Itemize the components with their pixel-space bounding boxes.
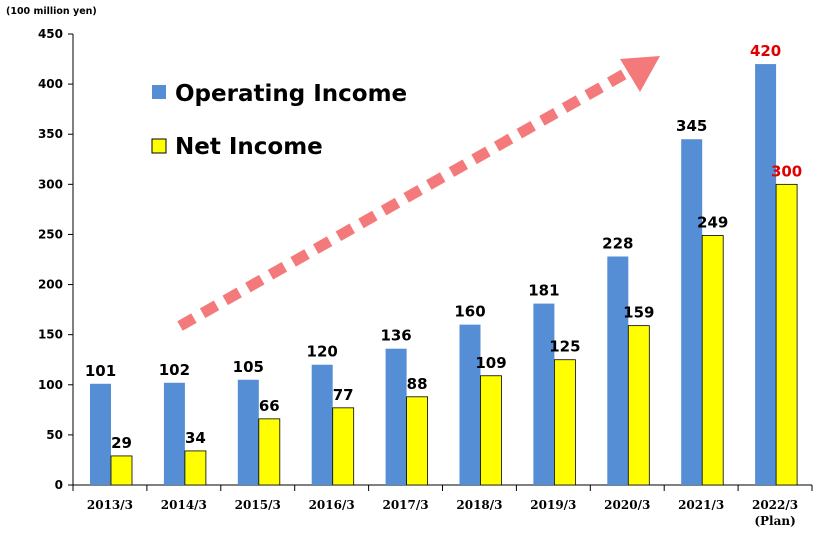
y-tick-label: 250 [38,227,63,241]
bar-operating-income [533,303,555,485]
trend-arrow [177,56,660,331]
legend-label-net-income: Net Income [175,134,323,160]
trend-arrow-head [620,56,660,92]
x-tick-label: 2016/3 [309,498,355,512]
data-label-operating-income: 102 [159,361,190,379]
legend-label-operating-income: Operating Income [175,81,407,107]
bar-net-income [554,359,576,486]
bar-operating-income [385,348,407,485]
data-label-net-income: 249 [697,213,728,231]
bar-net-income [258,418,281,486]
x-tick-label: 2020/3 [604,498,650,512]
bar-operating-income [163,382,185,485]
y-tick-label: 350 [38,127,63,141]
legend-swatch-net-income [151,138,167,154]
bar-net-income [184,450,207,486]
bar-net-income [701,235,724,486]
data-label-operating-income: 105 [233,358,264,376]
x-tick-label: 2014/3 [161,498,207,512]
y-tick-label: 400 [38,77,63,91]
data-label-operating-income: 160 [454,303,485,321]
data-labels: 101 102 105 120 136 160 181 228 345 420 29 34 66 77 88… [85,42,802,452]
y-axis-unit-label: (100 million yen) [6,6,97,17]
bar-net-income [110,455,133,486]
bar-net-income [406,396,429,486]
x-tick-label: 2021/3 [678,498,724,512]
y-tick-label: 200 [38,278,63,292]
bar-operating-income [607,256,629,485]
data-label-operating-income: 120 [307,343,338,361]
bar-operating-income [311,364,333,485]
bar-operating-income [90,383,111,485]
x-tick-note: (Plan) [754,514,795,528]
legend: Operating Income Net Income [151,81,407,160]
bar-net-income [775,183,798,486]
data-label-operating-income: 345 [676,117,707,135]
x-tick-label: 2015/3 [235,498,281,512]
data-label-net-income: 29 [111,434,132,452]
axes: 0 50 100 150 200 250 300 350 400 450 2013/3 2014/3 2… [38,27,813,528]
y-tick-label: 450 [38,27,63,41]
bar-net-income [480,375,502,486]
data-label-operating-income: 420 [750,42,781,60]
data-label-net-income: 34 [185,429,206,447]
bar-operating-income [459,324,481,485]
bar-operating-income [237,379,259,485]
data-label-net-income: 88 [407,375,428,393]
bar-operating-income [681,139,703,485]
x-tick-label: 2018/3 [456,498,502,512]
bar-operating-income [755,64,777,486]
legend-swatch-operating-income [152,85,166,99]
data-label-operating-income: 136 [380,327,411,345]
y-tick-label: 150 [38,328,63,342]
data-label-net-income: 77 [333,386,354,404]
data-label-net-income: 125 [549,338,580,356]
trend-arrow-shaft [177,67,631,331]
data-label-net-income: 66 [259,397,280,415]
y-tick-label: 50 [46,428,63,442]
x-tick-label: 2017/3 [382,498,428,512]
y-tick-label: 100 [38,378,63,392]
data-label-operating-income: 101 [85,362,116,380]
x-tick-label: 2013/3 [87,498,133,512]
data-label-net-income: 159 [623,304,654,322]
bar-net-income [332,407,355,486]
data-label-operating-income: 228 [602,234,633,252]
x-tick-label: 2019/3 [530,498,576,512]
bar-net-income [627,325,650,486]
x-tick-label: 2022/3 [752,498,798,512]
y-tick-label: 0 [55,478,63,492]
data-label-operating-income: 181 [528,282,559,300]
data-label-net-income: 300 [771,162,802,180]
y-tick-label: 300 [38,177,63,191]
data-label-net-income: 109 [475,354,506,372]
bars [90,64,798,486]
